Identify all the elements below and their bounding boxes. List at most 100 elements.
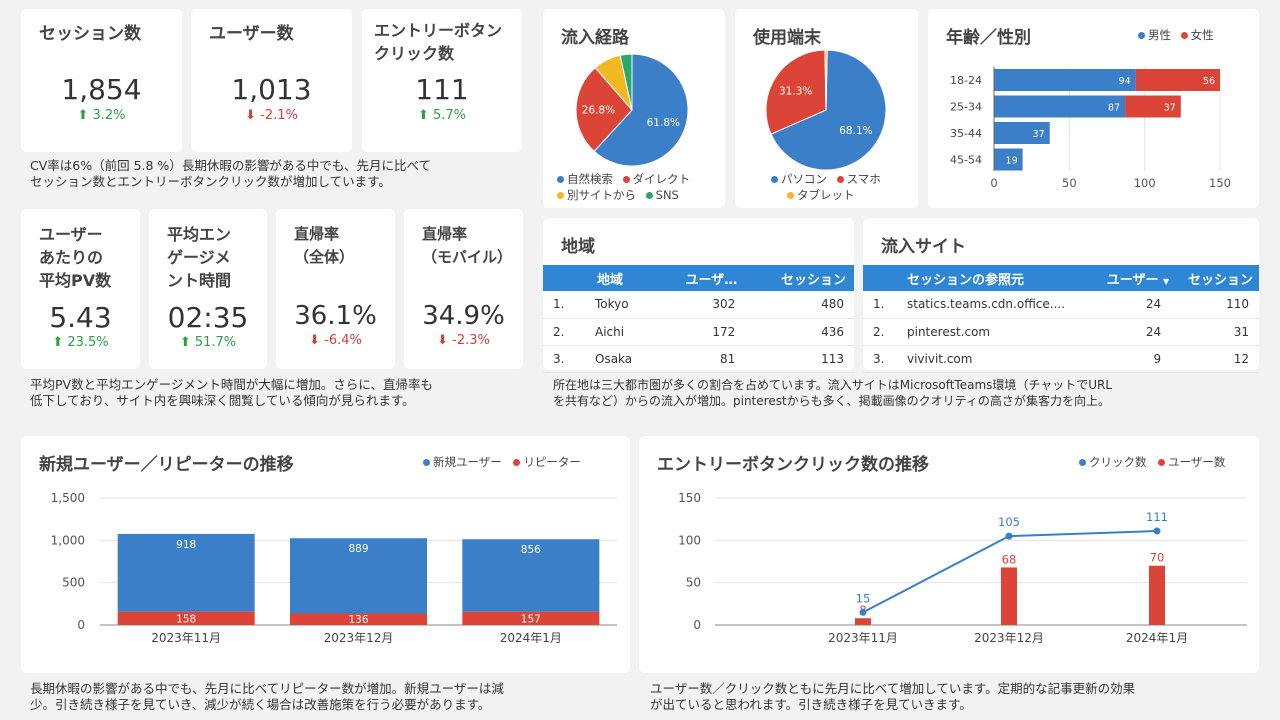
arrow-down-icon: ⬇ xyxy=(437,333,449,348)
region-note: 所在地は三大都市圏が多くの割合を占めています。流入サイトはMicrosoftTe… xyxy=(553,378,1113,408)
kpi-delta: ⬆ 5.7% xyxy=(417,108,467,123)
bar-label: 136 xyxy=(348,614,368,626)
legend-item: クリック数 xyxy=(1079,455,1147,469)
y-tick-label: 150 xyxy=(678,491,701,505)
region-card: 地域 地域 ユーザ… セッション 1. Tokyo 302 480 2. Aic… xyxy=(543,218,854,373)
slice-label: 26.8% xyxy=(582,105,615,117)
kpi-value: 1,013 xyxy=(231,73,312,106)
bar-label: 856 xyxy=(521,544,541,556)
bar-label: 87 xyxy=(1108,103,1120,114)
bar xyxy=(994,95,1126,118)
kpi-title: 直帰率 （モバイル） xyxy=(422,225,513,266)
kpi-delta: ⬆ 51.7% xyxy=(179,335,237,350)
chart-title: 新規ユーザー／リピーターの推移 xyxy=(39,455,294,475)
pie-slice xyxy=(575,67,633,153)
region-table: 地域 ユーザ… セッション 1. Tokyo 302 480 2. Aichi … xyxy=(543,265,854,373)
arrow-up-icon: ⬆ xyxy=(52,335,64,350)
click-trend-legend: クリック数 ユーザー数 xyxy=(1079,454,1225,470)
legend-item: SNS xyxy=(645,188,679,202)
column-header[interactable]: セッション xyxy=(1175,265,1259,291)
arrow-down-icon: ⬇ xyxy=(309,333,321,348)
bar xyxy=(117,533,255,612)
legend-item: 別サイトから xyxy=(557,188,636,202)
arrow-up-icon: ⬆ xyxy=(179,335,191,350)
bar-label: 37 xyxy=(1164,103,1176,114)
bar xyxy=(994,69,1136,91)
table-row: 2. Aichi 172 436 xyxy=(543,318,854,346)
column-header[interactable]: ユーザ… xyxy=(656,265,746,291)
slice-label: 68.1% xyxy=(839,125,872,137)
kpi-title: ユーザー数 xyxy=(209,24,294,44)
y-tick-label: 100 xyxy=(678,533,701,547)
line-point xyxy=(1153,527,1161,535)
age-gender-bar-chart: 0 50 100 150 18-24 94 56 25-34 87 37 35-44 37 45-54 1… xyxy=(950,67,1231,190)
bar xyxy=(1135,69,1220,91)
line-label: 111 xyxy=(1146,510,1168,524)
x-tick-label: 50 xyxy=(1062,176,1077,190)
x-tick-label: 100 xyxy=(1134,176,1156,190)
y-tick-label: 25-34 xyxy=(950,101,982,114)
legend-item: パソコン xyxy=(771,172,827,186)
legend-item: 自然検索 xyxy=(557,172,613,186)
pie-slice xyxy=(765,49,827,135)
kpi-card-engagement-time: 平均エン ゲージメ ント時間 02:35 ⬆ 51.7% xyxy=(149,209,267,369)
bar xyxy=(1125,95,1181,118)
bar-label: 56 xyxy=(1203,76,1215,87)
arrow-up-icon: ⬆ xyxy=(417,108,429,123)
column-header[interactable]: セッションの参照元 xyxy=(903,265,1095,291)
arrow-down-icon: ⬇ xyxy=(245,108,257,123)
chart-title: 流入経路 xyxy=(561,28,629,48)
bar xyxy=(1001,567,1017,625)
bar-label: 94 xyxy=(1119,76,1131,87)
device-card: 使用端末 68.1% 31.3% パソコン スマホ タブレット xyxy=(735,9,918,208)
kpi-card-users: ユーザー数 1,013 ⬇ -2.1% xyxy=(191,9,352,152)
clicks-note: ユーザー数／クリック数ともに先月に比べて増加しています。定期的な記事更新の効果 … xyxy=(650,681,1136,712)
x-tick-label: 0 xyxy=(990,176,997,190)
bar xyxy=(855,618,871,625)
kpi-card-bounce-mobile: 直帰率 （モバイル） 34.9% ⬇ -2.3% xyxy=(404,209,523,369)
device-pie-chart: 68.1% 31.3% xyxy=(765,49,887,171)
kpi-title: ユーザー あたりの 平均PV数 xyxy=(39,225,112,290)
bar-label: 37 xyxy=(1033,129,1045,140)
pie-slice xyxy=(770,49,887,171)
line-point xyxy=(1005,532,1013,540)
bar xyxy=(290,538,427,614)
bar xyxy=(1149,565,1165,625)
y-tick-label: 0 xyxy=(77,618,85,632)
column-header-sorted[interactable]: ユーザー ▼ xyxy=(1094,265,1176,291)
y-tick-label: 500 xyxy=(62,576,85,590)
traffic-legend: 自然検索 ダイレクト 別サイトから SNS xyxy=(557,171,690,203)
kpi-title: 平均エン ゲージメ ント時間 xyxy=(167,225,232,290)
slice-label: 31.3% xyxy=(779,86,812,98)
age-legend: 男性 女性 xyxy=(1138,27,1214,43)
legend-item: ユーザー数 xyxy=(1158,455,1225,469)
chart-title: エントリーボタンクリック数の推移 xyxy=(657,455,929,475)
kpi-value: 111 xyxy=(415,73,469,106)
bar xyxy=(994,148,1023,171)
table-row: 3. Osaka 81 113 xyxy=(543,345,854,373)
users-note: 長期休暇の影響がある中でも、先月に比べてリピーター数が増加。新規ユーザーは減 少… xyxy=(30,681,504,712)
column-header[interactable]: 地域 xyxy=(583,265,657,291)
pie-slice xyxy=(619,53,633,111)
x-tick-label: 2023年11月 xyxy=(828,631,898,645)
bar-label: 19 xyxy=(1006,156,1018,167)
kpi-title: 直帰率 （全体） xyxy=(294,225,355,266)
kpi-title: エントリーボタン クリック数 xyxy=(374,21,503,63)
table-row: 2. pinterest.com 24 31 xyxy=(863,318,1259,346)
sort-desc-icon[interactable]: ▼ xyxy=(1162,276,1170,286)
x-tick-label: 2023年12月 xyxy=(324,631,394,645)
x-tick-label: 2023年12月 xyxy=(974,631,1044,645)
kpi-value: 36.1% xyxy=(294,301,377,331)
kpi-delta: ⬇ -6.4% xyxy=(309,333,362,348)
referral-sites-card: 流入サイト セッションの参照元 ユーザー ▼ セッション 1. statics.… xyxy=(863,218,1259,373)
bar-label: 157 xyxy=(521,613,541,625)
x-tick-label: 2024年1月 xyxy=(500,631,562,645)
column-header[interactable]: セッション xyxy=(745,265,854,291)
line-label: 15 xyxy=(856,591,871,605)
chart-title: 使用端末 xyxy=(753,28,821,48)
kpi-card-avg-pv: ユーザー あたりの 平均PV数 5.43 ⬆ 23.5% xyxy=(21,209,140,369)
x-tick-label: 2023年11月 xyxy=(151,631,221,645)
kpi-delta: ⬆ 23.5% xyxy=(52,335,109,350)
kpi-bottom-note: 平均PV数と平均エンゲージメント時間が大幅に増加。さらに、直帰率も 低下しており… xyxy=(30,377,433,408)
kpi-top-note: CV率は6%（前回 5.8 %）長期休暇の影響がある中でも、先月に比べて セッシ… xyxy=(30,158,431,189)
